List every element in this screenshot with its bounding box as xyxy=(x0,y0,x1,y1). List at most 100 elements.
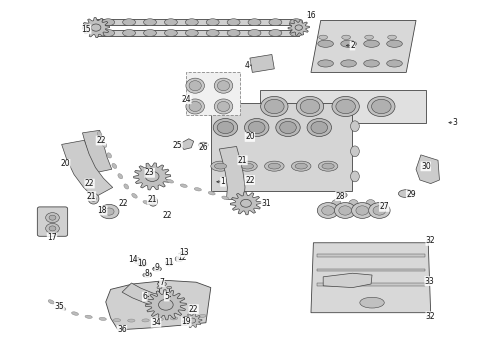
Ellipse shape xyxy=(215,163,227,169)
Circle shape xyxy=(296,96,324,117)
Ellipse shape xyxy=(206,30,219,36)
Polygon shape xyxy=(250,54,274,72)
Ellipse shape xyxy=(158,282,166,286)
Ellipse shape xyxy=(290,30,303,36)
Circle shape xyxy=(300,99,320,114)
Ellipse shape xyxy=(198,142,208,148)
Ellipse shape xyxy=(319,35,328,40)
Polygon shape xyxy=(82,18,110,38)
Ellipse shape xyxy=(153,267,161,271)
Polygon shape xyxy=(416,155,440,184)
Ellipse shape xyxy=(155,268,159,270)
Ellipse shape xyxy=(167,179,173,183)
Circle shape xyxy=(334,203,356,219)
Ellipse shape xyxy=(138,262,147,266)
Circle shape xyxy=(368,203,390,219)
Ellipse shape xyxy=(318,161,338,171)
Ellipse shape xyxy=(360,297,384,308)
Circle shape xyxy=(91,24,101,31)
Ellipse shape xyxy=(88,193,99,204)
Circle shape xyxy=(307,118,331,136)
Text: 22: 22 xyxy=(96,136,106,145)
Circle shape xyxy=(159,300,173,310)
Text: 22: 22 xyxy=(189,305,198,314)
Polygon shape xyxy=(182,314,202,328)
Text: 13: 13 xyxy=(179,248,189,257)
Ellipse shape xyxy=(242,163,253,169)
Text: 14: 14 xyxy=(128,255,137,264)
Circle shape xyxy=(339,206,351,215)
Ellipse shape xyxy=(185,30,198,36)
Text: 33: 33 xyxy=(425,276,435,285)
FancyBboxPatch shape xyxy=(186,72,240,116)
Text: 18: 18 xyxy=(98,206,107,215)
Ellipse shape xyxy=(98,132,102,137)
Circle shape xyxy=(165,260,173,266)
Circle shape xyxy=(213,118,238,136)
Ellipse shape xyxy=(214,99,233,114)
Text: 4: 4 xyxy=(245,61,250,70)
Text: 24: 24 xyxy=(182,95,191,104)
Circle shape xyxy=(245,118,269,136)
Circle shape xyxy=(241,199,251,207)
Text: 22: 22 xyxy=(118,199,127,208)
Text: 30: 30 xyxy=(421,162,431,171)
Circle shape xyxy=(356,206,368,215)
Text: 19: 19 xyxy=(182,317,191,326)
Circle shape xyxy=(46,224,59,233)
Ellipse shape xyxy=(248,30,261,36)
Ellipse shape xyxy=(322,163,334,169)
Polygon shape xyxy=(219,147,245,200)
Circle shape xyxy=(332,96,359,117)
Circle shape xyxy=(318,203,339,219)
Ellipse shape xyxy=(91,196,96,201)
Text: 1: 1 xyxy=(220,177,225,186)
Polygon shape xyxy=(62,140,113,198)
Text: 12: 12 xyxy=(177,253,186,262)
Ellipse shape xyxy=(214,78,233,93)
Polygon shape xyxy=(260,90,426,123)
Ellipse shape xyxy=(132,193,137,198)
Ellipse shape xyxy=(140,263,145,266)
Ellipse shape xyxy=(85,315,92,318)
Ellipse shape xyxy=(157,286,162,289)
Text: 10: 10 xyxy=(138,259,147,268)
Ellipse shape xyxy=(113,319,121,321)
Text: 21: 21 xyxy=(147,195,157,204)
Circle shape xyxy=(180,251,188,256)
Circle shape xyxy=(134,258,142,264)
Polygon shape xyxy=(288,20,310,35)
Ellipse shape xyxy=(238,161,257,171)
Ellipse shape xyxy=(102,30,115,36)
Text: 8: 8 xyxy=(145,269,149,278)
Circle shape xyxy=(248,121,265,134)
Circle shape xyxy=(371,99,391,114)
Ellipse shape xyxy=(112,163,117,168)
Circle shape xyxy=(322,206,334,215)
Ellipse shape xyxy=(318,40,333,47)
Bar xyxy=(318,269,425,271)
Ellipse shape xyxy=(342,35,350,40)
Text: 22: 22 xyxy=(162,211,171,220)
Ellipse shape xyxy=(398,190,414,198)
Ellipse shape xyxy=(341,40,356,47)
Ellipse shape xyxy=(122,19,136,26)
Circle shape xyxy=(189,318,196,323)
Text: 36: 36 xyxy=(117,325,127,334)
Ellipse shape xyxy=(186,99,204,114)
Circle shape xyxy=(146,171,159,181)
Ellipse shape xyxy=(265,161,284,171)
Circle shape xyxy=(175,256,183,262)
Ellipse shape xyxy=(156,318,164,321)
Text: 21: 21 xyxy=(86,192,96,201)
Ellipse shape xyxy=(341,60,356,67)
Ellipse shape xyxy=(227,30,240,36)
Polygon shape xyxy=(179,139,194,149)
Ellipse shape xyxy=(318,60,333,67)
Circle shape xyxy=(295,25,302,30)
Ellipse shape xyxy=(165,19,177,26)
Text: 11: 11 xyxy=(165,258,174,267)
Ellipse shape xyxy=(145,274,150,276)
Text: 3: 3 xyxy=(453,118,458,127)
Ellipse shape xyxy=(185,19,198,26)
